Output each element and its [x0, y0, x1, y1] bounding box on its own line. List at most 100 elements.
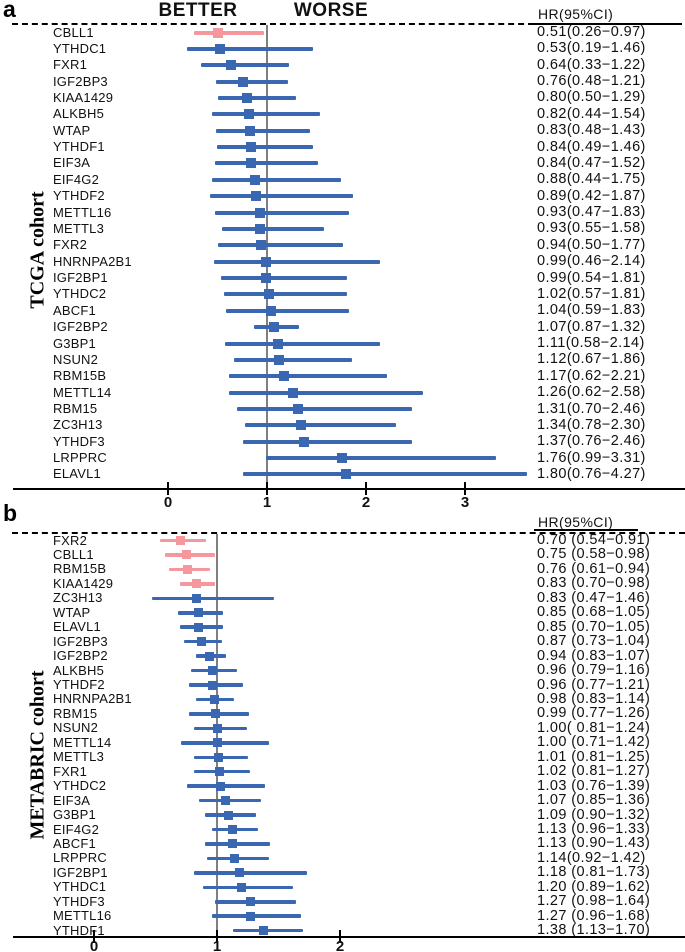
gene-label: ELAVL1: [53, 619, 101, 635]
hr-marker: [223, 810, 233, 820]
hr-ci-value: 0.85 (0.68−1.05): [537, 604, 651, 621]
ci-line: [229, 374, 387, 379]
gene-label: ZC3H13: [53, 417, 103, 433]
hr-marker: [245, 125, 256, 136]
hr-marker: [273, 354, 284, 365]
axis-tick-label: 1: [212, 938, 222, 952]
ci-line: [243, 439, 412, 444]
hr-ci-value: 0.85 (0.70−1.05): [537, 618, 651, 635]
hr-marker: [212, 723, 222, 733]
hr-marker: [245, 911, 255, 921]
hr-marker: [246, 158, 257, 169]
hr-ci-value: 1.02 (0.81−1.27): [537, 763, 651, 780]
hr-ci-value: 1.26(0.62−2.58): [537, 384, 646, 401]
gene-label: EIF3A: [53, 155, 91, 171]
hr-ci-value: 1.07(0.87−1.32): [537, 318, 646, 335]
hr-marker: [242, 92, 253, 103]
hr-ci-value: 0.76 (0.61−0.94): [537, 560, 651, 577]
hr-marker: [207, 666, 217, 676]
gene-label: FXR1: [53, 763, 88, 779]
gene-label: YTHDC2: [53, 778, 107, 794]
hr-ci-value: 0.99(0.54−1.81): [537, 269, 646, 286]
ci-line: [211, 177, 342, 182]
ci-line: [214, 210, 350, 215]
gene-label: METTL3: [53, 749, 105, 765]
hr-ci-value: 0.53(0.19−1.46): [537, 40, 646, 57]
hr-ci-value: 1.09 (0.90−1.32): [537, 806, 651, 823]
ci-line: [203, 885, 294, 890]
hr-ci-value: 0.70 (0.54−0.91): [537, 532, 651, 548]
gene-label: FXR2: [53, 532, 88, 548]
axis-tick: [365, 482, 367, 495]
gene-label: FXR1: [53, 57, 88, 73]
hr-ci-value: 1.14(0.92−1.42): [537, 849, 646, 866]
hr-ci-value: 1.31(0.70−2.46): [537, 400, 646, 417]
gene-label: NSUN2: [53, 351, 99, 367]
hr-marker: [278, 371, 289, 382]
hr-ci-value: 0.82(0.44−1.54): [537, 105, 646, 122]
gene-label: YTHDC1: [53, 879, 107, 895]
hr-ci-value: 0.98 (0.83−1.14): [537, 690, 651, 707]
hr-ci-value: 1.04(0.59−1.83): [537, 302, 646, 319]
gene-label: IGF2BP1: [53, 864, 108, 880]
ci-line: [221, 276, 348, 281]
axis-tick-label: 0: [163, 494, 173, 511]
hr-ci-value: 1.17(0.62−2.21): [537, 367, 646, 384]
gene-label: LRPPRC: [53, 850, 107, 866]
ci-line: [151, 596, 274, 601]
gene-label: ELAVL1: [53, 466, 101, 482]
hr-ci-value: 1.80(0.76−4.27): [537, 465, 646, 482]
ci-line: [234, 357, 353, 362]
hr-marker: [287, 387, 298, 398]
hr-ci-value: 0.93(0.55−1.58): [537, 220, 646, 237]
hr-marker: [182, 564, 192, 574]
hr-marker: [295, 420, 306, 431]
hr-marker: [191, 593, 201, 603]
ci-line: [216, 145, 313, 150]
hr-marker: [341, 469, 352, 480]
hr-ci-value: 1.01 (0.81−1.25): [537, 748, 651, 765]
ci-line: [217, 95, 296, 100]
gene-label: RBM15B: [53, 561, 107, 577]
gene-label: KIAA1429: [53, 575, 114, 591]
axis-tick: [464, 482, 466, 495]
hr-header-underline-a: [534, 23, 682, 25]
hr-ci-value: 1.13 (0.90−1.43): [537, 835, 651, 852]
ci-line: [213, 259, 380, 264]
hr-marker: [213, 752, 223, 762]
hr-ci-value: 1.12(0.67−1.86): [537, 351, 646, 368]
ci-line: [211, 112, 321, 117]
header-rule-dashed-a: [12, 23, 534, 25]
gene-label: EIF4G2: [53, 821, 99, 837]
gene-label: RBM15: [53, 705, 98, 721]
axis-tick: [93, 930, 95, 943]
axis-tick-label: 2: [335, 938, 345, 952]
hr-ci-value: 0.89(0.42−1.87): [537, 187, 646, 204]
reference-line: [216, 534, 218, 937]
gene-label: WTAP: [53, 604, 91, 620]
gene-label: WTAP: [53, 122, 91, 138]
hr-marker: [175, 536, 185, 545]
gene-label: NSUN2: [53, 720, 99, 736]
hr-marker: [205, 651, 215, 661]
gene-label: LRPPRC: [53, 450, 107, 466]
gene-label: METTL16: [53, 204, 112, 220]
gene-label: METTL3: [53, 220, 105, 236]
gene-label: EIF4G2: [53, 171, 99, 187]
hr-marker: [196, 637, 206, 647]
hr-marker: [214, 767, 224, 777]
gene-label: ALKBH5: [53, 662, 105, 678]
hr-ci-value: 0.64(0.33−1.22): [537, 56, 646, 73]
hr-marker: [234, 868, 244, 878]
gene-label: RBM15: [53, 401, 98, 416]
hr-header-a: HR(95%CI): [538, 6, 614, 22]
gene-label: YTHDF3: [53, 893, 105, 909]
hr-marker: [259, 926, 269, 936]
gene-label: YTHDF2: [53, 677, 105, 692]
ci-line: [200, 63, 289, 68]
hr-marker: [191, 579, 201, 589]
hr-marker: [244, 109, 255, 120]
ci-line: [224, 292, 348, 297]
gene-label: YTHDC1: [53, 40, 107, 56]
ci-line: [214, 900, 296, 904]
